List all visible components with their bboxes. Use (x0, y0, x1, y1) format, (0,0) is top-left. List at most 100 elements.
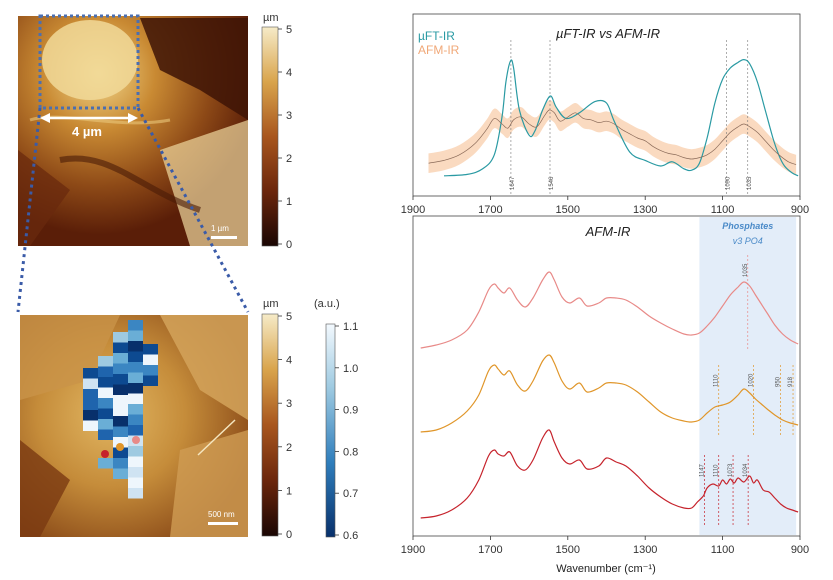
ir-map-pixel (128, 456, 143, 467)
peak-marker-label: 1546 (549, 176, 555, 190)
peak-marker-label: 1090 (725, 176, 731, 190)
peak-marker-label: 950 (776, 376, 782, 387)
legend-ftir: µFT-IR (418, 29, 455, 43)
afmir-spectrum-line (420, 354, 799, 433)
colorbar-unit-bottom: µm (263, 298, 279, 310)
ir-map-pixel (128, 362, 143, 373)
x-axis-label: Wavenumber (cm⁻¹) (556, 563, 656, 575)
ir-map-pixel (143, 375, 158, 386)
ir-map-pixel (128, 467, 143, 478)
phosphate-band (699, 217, 797, 535)
ir-map-pixel (128, 341, 143, 352)
scale-bar-bottom (208, 522, 238, 525)
afm-topography-image-bottom (20, 315, 248, 537)
ir-map-pixel (83, 410, 98, 421)
zoom-region-box (38, 14, 140, 110)
x-tick-label: 1300 (633, 544, 657, 556)
colorbar-ratio-tick-label: 0.7 (343, 488, 358, 500)
ir-map-pixel (128, 414, 143, 425)
ir-map-pixel (128, 425, 143, 436)
ir-map-pixel (143, 354, 158, 365)
ir-map-pixel (83, 399, 98, 410)
colorbar-top-tick-label: 0 (286, 239, 292, 251)
ir-map-pixel (98, 377, 113, 388)
colorbar-bottom-tick-label: 3 (286, 398, 292, 410)
colorbar-bottom-tick-label: 5 (286, 311, 292, 323)
chart-bottom-title: AFM-IR (585, 224, 631, 239)
peak-marker-label: 1034 (743, 463, 749, 477)
ir-map-pixel (98, 419, 113, 430)
peak-marker-label: 1020 (749, 373, 755, 387)
chart-bottom-x-axis: 1900 1700 1500 1300 1100 900 (401, 536, 809, 556)
ir-map-pixel (128, 488, 143, 499)
afmir-spectrum-line (420, 429, 799, 519)
ir-map-pixel (113, 384, 128, 395)
ir-map-pixel (128, 372, 143, 383)
phosphate-sublabel: v3 PO4 (733, 236, 763, 246)
x-tick-label: 1700 (478, 204, 502, 216)
scale-bar-top (211, 236, 237, 239)
scale-bar-label-top: 1 µm (211, 224, 229, 233)
x-tick-label: 1100 (711, 544, 735, 556)
colorbar-ticks-bottom: 0 1 2 3 4 5 (278, 311, 292, 541)
ir-map-pixel (128, 383, 143, 394)
ir-map-pixel (128, 477, 143, 488)
ir-map-pixel (128, 351, 143, 362)
colorbar-ratio-tick-label: 0.8 (343, 446, 358, 458)
x-tick-label: 900 (791, 544, 809, 556)
peak-marker-label: 1647 (510, 176, 516, 190)
colorbar-ticks-top: 0 1 2 3 4 5 (278, 24, 292, 251)
ir-map-pixel (98, 366, 113, 377)
ir-map-pixel (113, 437, 128, 448)
chart-top-x-axis: 1900 1700 1500 1300 1100 900 (401, 196, 809, 216)
peak-marker-label: 1110 (714, 374, 720, 387)
ir-map-pixel (143, 344, 158, 355)
x-tick-label: 1100 (711, 204, 735, 216)
colorbar-ratio-tick-label: 1.0 (343, 363, 358, 375)
ir-map-pixel (113, 416, 128, 427)
colorbar-unit-top: µm (263, 12, 279, 24)
ir-map-pixel (113, 458, 128, 469)
peak-marker-label: 1035 (743, 263, 749, 277)
colorbar-bottom-tick-label: 4 (286, 355, 292, 367)
colorbar-height-top (261, 26, 279, 247)
ir-map-pixel (98, 398, 113, 409)
scale-bar-label-bottom: 500 nm (208, 510, 235, 519)
x-tick-label: 1500 (556, 544, 580, 556)
phosphate-label: Phosphates (722, 221, 773, 231)
x-tick-label: 1500 (556, 204, 580, 216)
chart-bottom-plot: 1147 1110 1073 1034 1035 1110 1020 950 918 (420, 255, 799, 525)
spectrum-point-orange (116, 443, 124, 451)
ir-map-pixel (83, 368, 98, 379)
x-tick-label: 1900 (401, 204, 425, 216)
peak-marker-label: 918 (788, 376, 794, 387)
ir-map-pixel (113, 342, 128, 353)
ir-map-pixel (98, 408, 113, 419)
afmir-mean-line (428, 109, 797, 165)
spectrum-point-red (101, 450, 109, 458)
ir-map-pixel (113, 374, 128, 385)
ir-map-pixel (83, 420, 98, 431)
ftir-line (443, 58, 799, 177)
measure-label: 4 µm (72, 124, 102, 139)
colorbar-top-tick-label: 4 (286, 67, 292, 79)
colorbar-ticks-ratio: 0.6 0.7 0.8 0.9 1.0 1.1 (335, 321, 358, 542)
ir-map-pixel (113, 405, 128, 416)
colorbar-top-tick-label: 5 (286, 24, 292, 36)
peak-marker-label: 1147 (699, 463, 705, 477)
chart-top-frame (412, 13, 801, 197)
colorbar-top-tick-label: 1 (286, 196, 292, 208)
x-tick-label: 1900 (401, 544, 425, 556)
colorbar-bottom-tick-label: 0 (286, 529, 292, 541)
colorbar-bottom-tick-label: 2 (286, 442, 292, 454)
x-tick-label: 1700 (478, 544, 502, 556)
ir-map-pixel (143, 365, 158, 376)
ir-map-pixel (113, 395, 128, 406)
x-tick-label: 1300 (633, 204, 657, 216)
x-tick-label: 900 (791, 204, 809, 216)
ir-map-pixel (128, 446, 143, 457)
colorbar-top-tick-label: 2 (286, 153, 292, 165)
chart-top-plot: 1647 1546 1090 1035 (428, 40, 799, 196)
chart-top-title: µFT-IR vs AFM-IR (556, 26, 660, 41)
